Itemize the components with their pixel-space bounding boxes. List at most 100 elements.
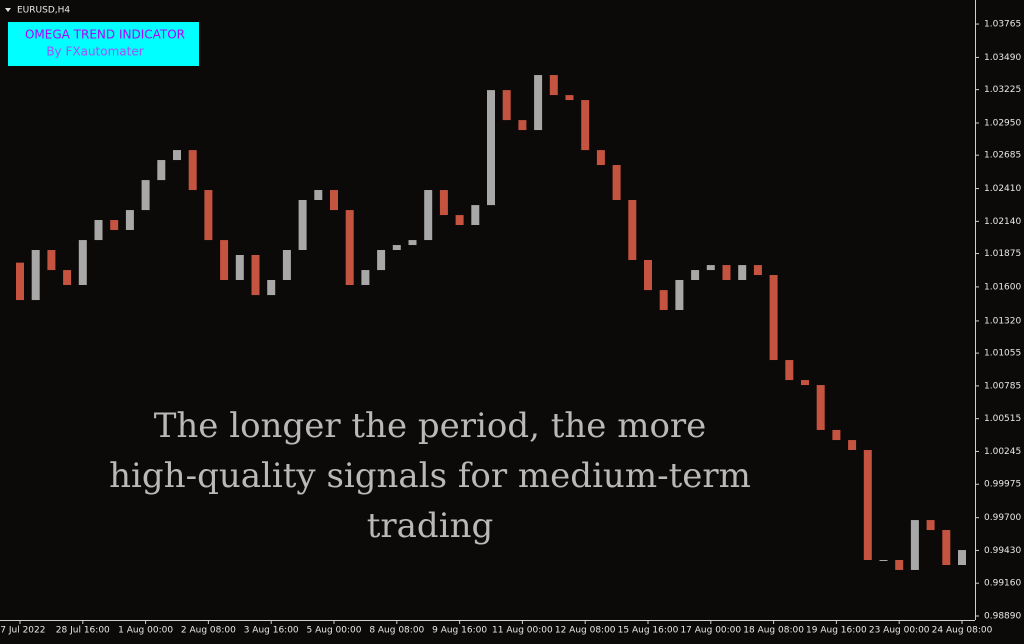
candle-body — [408, 240, 417, 246]
candle-body — [644, 259, 652, 291]
candle-body — [612, 165, 621, 200]
y-tick-label: 1.01320 — [984, 316, 1021, 326]
candle-body — [942, 530, 951, 565]
candle-body — [863, 450, 872, 561]
candle-body — [188, 150, 197, 191]
candle-body — [581, 100, 590, 151]
candle-body — [706, 265, 715, 271]
candle-body — [455, 215, 464, 226]
y-tick-label: 0.99700 — [984, 513, 1021, 523]
x-tick-label: 24 Aug 08:00 — [932, 626, 993, 636]
candle-body — [330, 190, 338, 211]
y-tick-label: 1.03765 — [984, 20, 1021, 30]
candle-body — [377, 250, 386, 271]
candle-body — [267, 280, 276, 296]
x-tick-label: 19 Aug 16:00 — [806, 626, 867, 636]
candle-body — [361, 270, 370, 285]
y-tick-label: 1.01600 — [984, 282, 1021, 292]
candle-body — [439, 190, 448, 216]
annotation: The longer the period, the more — [154, 406, 707, 446]
y-tick-label: 1.03490 — [984, 53, 1021, 63]
candle-body — [596, 150, 605, 166]
candle-body — [958, 550, 966, 565]
x-tick-label: 12 Aug 08:00 — [555, 626, 616, 636]
x-tick-label: 28 Jul 16:00 — [56, 626, 110, 636]
candle-body — [31, 250, 40, 301]
candle-body — [675, 280, 684, 310]
candle-body — [895, 560, 904, 570]
annotation: high-quality signals for medium-term — [109, 456, 751, 496]
x-tick-label: 9 Aug 16:00 — [432, 626, 487, 636]
y-tick-label: 1.02685 — [984, 151, 1021, 161]
badge-title: OMEGA TREND INDICATOR — [25, 28, 185, 42]
candle-body — [424, 190, 433, 241]
y-tick-label: 1.00785 — [984, 381, 1021, 391]
badge-subtitle: By FXautomater — [46, 45, 143, 59]
x-tick-label: 27 Jul 2022 — [0, 626, 45, 636]
candle-body — [738, 265, 747, 281]
candle-body — [832, 429, 841, 441]
y-tick-label: 0.99160 — [984, 579, 1021, 589]
badge — [8, 22, 199, 66]
x-tick-label: 15 Aug 16:00 — [618, 626, 679, 636]
candle-body — [487, 90, 495, 206]
candle-body — [47, 250, 56, 271]
x-tick-label: 18 Aug 08:00 — [743, 626, 804, 636]
symbol-menu-icon[interactable] — [5, 8, 11, 12]
candle-body — [471, 205, 480, 226]
candle-body — [282, 250, 291, 281]
candle-body — [16, 262, 24, 301]
candle-body — [251, 254, 260, 296]
x-tick-label: 1 Aug 00:00 — [118, 626, 173, 636]
candle-body — [879, 560, 888, 562]
candle-body — [392, 245, 401, 251]
y-tick-label: 1.02950 — [984, 119, 1021, 129]
y-tick-label: 1.00245 — [984, 447, 1021, 457]
candle-body — [157, 160, 166, 181]
x-tick-label: 2 Aug 08:00 — [181, 626, 236, 636]
annotation: trading — [367, 506, 494, 546]
candle-body — [502, 90, 511, 121]
y-tick-label: 1.00515 — [984, 414, 1021, 424]
candle-body — [691, 270, 700, 281]
x-tick-label: 17 Aug 00:00 — [680, 626, 741, 636]
candle-body — [910, 520, 919, 570]
candle-body — [801, 380, 809, 386]
x-tick-label: 5 Aug 00:00 — [307, 626, 362, 636]
candle-body — [204, 190, 213, 241]
candle-body — [173, 150, 181, 161]
candle-body — [110, 220, 119, 230]
symbol-label: EURUSD,H4 — [17, 6, 70, 16]
y-tick-label: 1.02410 — [984, 184, 1021, 194]
candle-body — [94, 220, 103, 241]
y-tick-label: 1.03225 — [984, 85, 1021, 95]
x-tick-label: 8 Aug 08:00 — [369, 626, 424, 636]
candle-body — [63, 270, 72, 285]
candle-body — [78, 240, 87, 285]
candle-body — [753, 265, 762, 276]
y-tick-label: 1.01055 — [984, 349, 1021, 359]
candle-body — [565, 95, 574, 101]
y-tick-label: 0.99430 — [984, 546, 1021, 556]
candle-body — [314, 190, 323, 200]
candle-body — [235, 254, 244, 281]
candle-body — [518, 120, 527, 131]
y-tick-label: 0.98890 — [984, 611, 1021, 621]
candle-body — [628, 199, 637, 260]
x-tick-label: 3 Aug 16:00 — [244, 626, 299, 636]
candle-body — [785, 360, 794, 381]
candle-body — [926, 520, 935, 531]
candle-body — [125, 210, 134, 230]
candle-body — [345, 210, 354, 285]
y-tick-label: 0.99975 — [984, 480, 1021, 490]
candle-body — [220, 240, 229, 281]
x-tick-label: 23 Aug 00:00 — [869, 626, 930, 636]
candle-body — [141, 180, 150, 211]
candle-body — [298, 199, 307, 251]
candles — [16, 75, 966, 570]
candle-body — [549, 75, 558, 96]
x-tick-label: 11 Aug 00:00 — [492, 626, 553, 636]
